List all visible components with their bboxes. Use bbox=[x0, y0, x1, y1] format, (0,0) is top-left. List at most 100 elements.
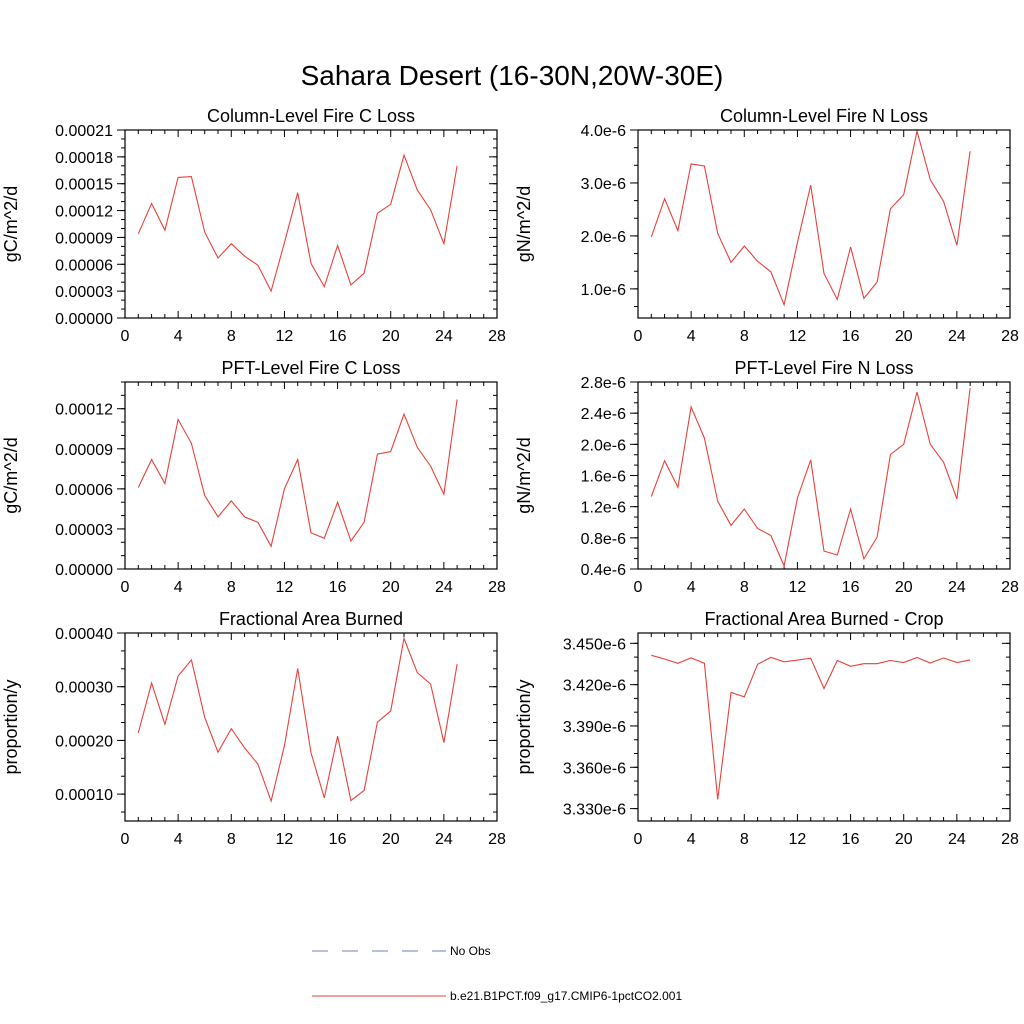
x-tick-label: 16 bbox=[842, 831, 860, 848]
x-tick-label: 20 bbox=[382, 328, 400, 345]
y-tick-label: 1.6e-6 bbox=[581, 469, 626, 486]
y-tick-label: 0.00006 bbox=[55, 482, 113, 499]
x-tick-label: 24 bbox=[948, 579, 966, 596]
chart-panel: Column-Level Fire N Loss 0 4 8 12 16 20 24 28 1.0… bbox=[514, 106, 1019, 345]
series-line bbox=[137, 636, 458, 804]
legend-label-model: b.e21.B1PCT.f09_g17.CMIP6-1pctCO2.001 bbox=[450, 989, 682, 1003]
panel-title: Fractional Area Burned bbox=[219, 609, 403, 629]
x-tick-label: 12 bbox=[276, 831, 294, 848]
x-tick-label: 4 bbox=[174, 579, 183, 596]
x-tick-label: 20 bbox=[382, 579, 400, 596]
y-tick-label: 2.0e-6 bbox=[581, 437, 626, 454]
x-tick-label: 24 bbox=[435, 579, 453, 596]
legend: No Obs b.e21.B1PCT.f09_g17.CMIP6-1pctCO2… bbox=[312, 944, 682, 1003]
y-tick-label: 0.00012 bbox=[55, 402, 113, 419]
y-axis-label: proportion/y bbox=[514, 679, 534, 774]
x-tick-label: 8 bbox=[227, 831, 236, 848]
x-tick-label: 24 bbox=[435, 831, 453, 848]
x-tick-label: 28 bbox=[1001, 328, 1019, 345]
series-line bbox=[650, 388, 971, 568]
x-tick-label: 16 bbox=[329, 579, 347, 596]
x-tick-label: 4 bbox=[687, 831, 696, 848]
y-tick-label: 0.00030 bbox=[55, 680, 113, 697]
y-tick-label: 3.390e-6 bbox=[563, 719, 626, 736]
y-tick-label: 0.00021 bbox=[55, 123, 113, 140]
legend-label-no-obs: No Obs bbox=[450, 944, 491, 958]
x-tick-label: 12 bbox=[789, 328, 807, 345]
y-axis-label: gC/m^2/d bbox=[1, 186, 21, 262]
y-tick-label: 0.00015 bbox=[55, 177, 113, 194]
y-tick-label: 0.00009 bbox=[55, 442, 113, 459]
y-tick-label: 1.0e-6 bbox=[581, 282, 626, 299]
panel-title: Fractional Area Burned - Crop bbox=[704, 609, 943, 629]
x-tick-label: 12 bbox=[276, 579, 294, 596]
x-tick-label: 28 bbox=[1001, 831, 1019, 848]
panel-title: Column-Level Fire N Loss bbox=[720, 106, 928, 126]
panel-title: Column-Level Fire C Loss bbox=[207, 106, 415, 126]
x-tick-label: 12 bbox=[789, 579, 807, 596]
y-tick-label: 0.00010 bbox=[55, 787, 113, 804]
x-tick-label: 20 bbox=[382, 831, 400, 848]
y-axis-label: gN/m^2/d bbox=[514, 186, 534, 262]
y-tick-label: 0.00000 bbox=[55, 311, 113, 328]
y-tick-label: 0.00040 bbox=[55, 626, 113, 643]
x-tick-label: 20 bbox=[895, 328, 913, 345]
y-tick-label: 2.8e-6 bbox=[581, 375, 626, 392]
chart-panel: PFT-Level Fire N Loss 0 4 8 12 16 20 24 28 0.4e-6… bbox=[514, 358, 1019, 596]
x-tick-label: 24 bbox=[948, 831, 966, 848]
y-axis-label: gN/m^2/d bbox=[514, 437, 534, 513]
y-tick-label: 0.8e-6 bbox=[581, 531, 626, 548]
x-tick-label: 28 bbox=[488, 328, 506, 345]
y-tick-label: 2.4e-6 bbox=[581, 406, 626, 423]
x-tick-label: 16 bbox=[842, 328, 860, 345]
chart-panel: Column-Level Fire C Loss 0 4 8 12 16 20 24 28 0.0… bbox=[1, 106, 506, 345]
figure-title: Sahara Desert (16-30N,20W-30E) bbox=[301, 60, 724, 91]
x-tick-label: 20 bbox=[895, 831, 913, 848]
x-tick-label: 0 bbox=[121, 579, 130, 596]
x-tick-label: 4 bbox=[174, 831, 183, 848]
y-tick-label: 3.0e-6 bbox=[581, 176, 626, 193]
y-tick-label: 0.00018 bbox=[55, 150, 113, 167]
y-tick-label: 1.2e-6 bbox=[581, 500, 626, 517]
y-tick-label: 3.420e-6 bbox=[563, 678, 626, 695]
x-tick-label: 8 bbox=[227, 579, 236, 596]
x-tick-label: 28 bbox=[488, 831, 506, 848]
x-tick-label: 4 bbox=[687, 328, 696, 345]
chart-panel: Fractional Area Burned 0 4 8 12 16 20 24 28 0.000… bbox=[1, 609, 506, 848]
series-line bbox=[137, 153, 458, 293]
x-tick-label: 24 bbox=[435, 328, 453, 345]
x-tick-label: 12 bbox=[276, 328, 294, 345]
y-tick-label: 4.0e-6 bbox=[581, 123, 626, 140]
series-line bbox=[137, 399, 458, 548]
x-tick-label: 0 bbox=[634, 328, 643, 345]
chart-panel: Fractional Area Burned - Crop 0 4 8 12 16 20 24… bbox=[514, 609, 1019, 848]
x-tick-label: 4 bbox=[174, 328, 183, 345]
y-tick-label: 0.4e-6 bbox=[581, 562, 626, 579]
x-tick-label: 0 bbox=[634, 579, 643, 596]
series-line bbox=[650, 130, 971, 307]
x-tick-label: 16 bbox=[329, 328, 347, 345]
y-tick-label: 0.00020 bbox=[55, 733, 113, 750]
x-tick-label: 20 bbox=[895, 579, 913, 596]
panel-title: PFT-Level Fire C Loss bbox=[221, 358, 400, 378]
x-tick-label: 8 bbox=[227, 328, 236, 345]
x-tick-label: 28 bbox=[1001, 579, 1019, 596]
y-tick-label: 0.00003 bbox=[55, 522, 113, 539]
y-tick-label: 0.00003 bbox=[55, 284, 113, 301]
chart-panel: PFT-Level Fire C Loss 0 4 8 12 16 20 24 28 0.0000… bbox=[1, 358, 506, 596]
y-axis-label: gC/m^2/d bbox=[1, 437, 21, 513]
y-tick-label: 0.00000 bbox=[55, 562, 113, 579]
x-tick-label: 8 bbox=[740, 328, 749, 345]
x-tick-label: 8 bbox=[740, 579, 749, 596]
series-line bbox=[651, 654, 971, 800]
y-tick-label: 3.360e-6 bbox=[563, 760, 626, 777]
x-tick-label: 24 bbox=[948, 328, 966, 345]
y-tick-label: 0.00006 bbox=[55, 257, 113, 274]
x-tick-label: 0 bbox=[634, 831, 643, 848]
x-tick-label: 0 bbox=[121, 328, 130, 345]
x-tick-label: 16 bbox=[842, 579, 860, 596]
x-tick-label: 8 bbox=[740, 831, 749, 848]
panel-grid: Column-Level Fire C Loss 0 4 8 12 16 20 24 28 0.0… bbox=[1, 106, 1019, 848]
